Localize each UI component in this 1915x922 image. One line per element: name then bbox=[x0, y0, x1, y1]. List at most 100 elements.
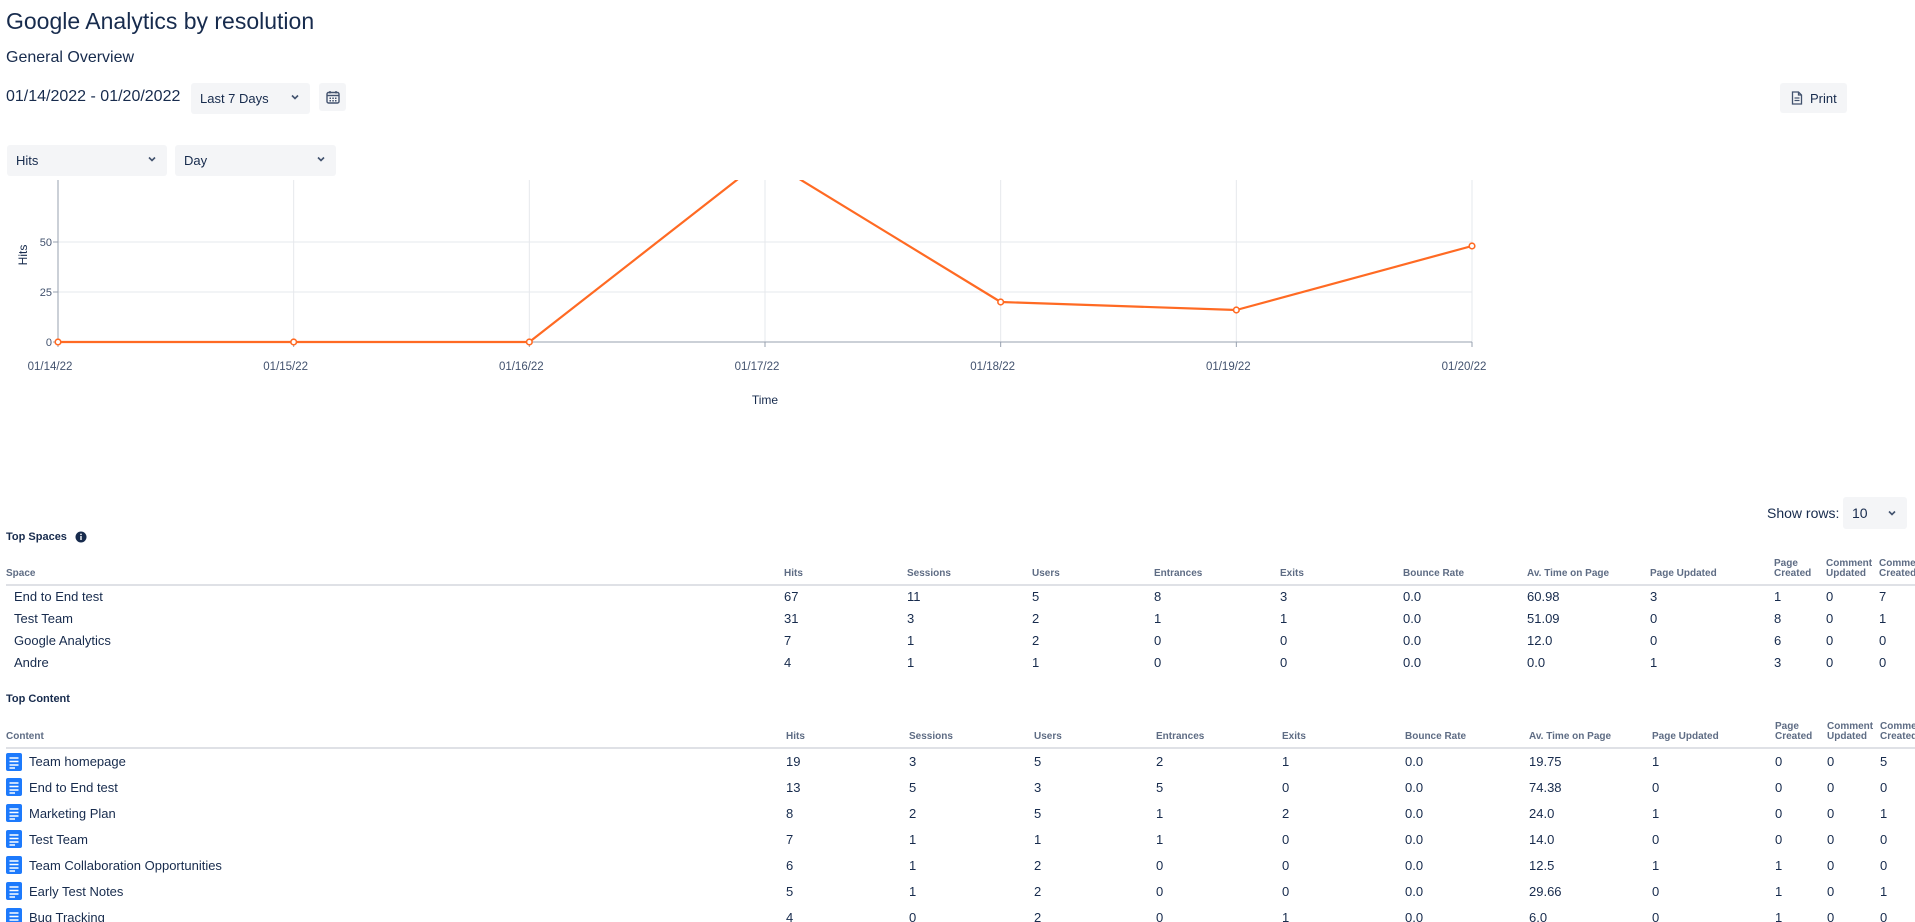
table-row[interactable]: End to End test 67 11 5 8 3 0.0 60.98 3 1 0 7 bbox=[6, 585, 1915, 607]
page-title: Google Analytics by resolution bbox=[6, 8, 315, 34]
value-cell: 1 bbox=[1280, 610, 1288, 626]
value-cell: 0 bbox=[1282, 831, 1290, 847]
table-row[interactable]: Team Collaboration Opportunities 6 1 2 0 0 0.0… bbox=[6, 852, 1915, 878]
column-header[interactable]: Entrances bbox=[1154, 559, 1280, 586]
x-tick-label: 01/18/22 bbox=[970, 361, 1015, 373]
value-cell: 0 bbox=[1775, 779, 1783, 795]
column-header[interactable]: Page Created bbox=[1775, 722, 1827, 749]
value-cell: 3 bbox=[1774, 654, 1782, 670]
page-link[interactable]: Team Collaboration Opportunities bbox=[29, 857, 222, 873]
column-header[interactable]: Content bbox=[6, 722, 786, 749]
metric-select-value: Hits bbox=[16, 153, 39, 168]
page-link[interactable]: Marketing Plan bbox=[29, 805, 116, 821]
page-icon bbox=[6, 908, 22, 922]
value-cell: 74.38 bbox=[1529, 779, 1562, 795]
table-row[interactable]: Team homepage 19 3 5 2 1 0.0 19.75 1 0 0 5 bbox=[6, 748, 1915, 774]
column-header[interactable]: Av. Time on Page bbox=[1527, 559, 1650, 586]
column-header[interactable]: Comment Created bbox=[1880, 722, 1915, 749]
value-cell: 5 bbox=[909, 779, 917, 795]
table-row[interactable]: End to End test 13 5 3 5 0 0.0 74.38 0 0 0 0 bbox=[6, 774, 1915, 800]
metric-select[interactable]: Hits bbox=[7, 145, 167, 176]
calendar-icon bbox=[325, 91, 340, 104]
page-link[interactable]: End to End test bbox=[29, 779, 118, 795]
value-cell: 5 bbox=[1034, 805, 1042, 821]
column-header[interactable]: Users bbox=[1034, 722, 1156, 749]
data-point bbox=[997, 298, 1005, 306]
value-cell: 0 bbox=[1652, 909, 1660, 922]
value-cell: 0.0 bbox=[1405, 857, 1424, 873]
value-cell: 4 bbox=[784, 654, 792, 670]
granularity-select-value: Day bbox=[184, 153, 208, 168]
value-cell: 0 bbox=[1282, 883, 1290, 899]
value-cell: 0.0 bbox=[1403, 610, 1422, 626]
value-cell: 1 bbox=[1156, 805, 1164, 821]
name-cell: End to End test bbox=[6, 774, 786, 800]
value-cell: 1 bbox=[1880, 805, 1888, 821]
x-tick-label: 01/19/22 bbox=[1206, 361, 1251, 373]
top-spaces-title: Top Spaces bbox=[6, 531, 87, 543]
column-header[interactable]: Comment Updated bbox=[1827, 722, 1880, 749]
value-cell: 0 bbox=[1880, 909, 1888, 922]
column-header[interactable]: Hits bbox=[786, 722, 909, 749]
print-button[interactable]: Print bbox=[1780, 83, 1847, 113]
x-tick-label: 01/16/22 bbox=[499, 361, 544, 373]
info-icon[interactable] bbox=[75, 531, 87, 543]
value-cell: 24.0 bbox=[1529, 805, 1555, 821]
column-header[interactable]: Users bbox=[1032, 559, 1154, 586]
calendar-button[interactable] bbox=[319, 83, 346, 111]
column-header[interactable]: Bounce Rate bbox=[1405, 722, 1529, 749]
table-row[interactable]: Marketing Plan 8 2 5 1 2 0.0 24.0 1 0 0 1 bbox=[6, 800, 1915, 826]
column-header[interactable]: Comment Updated bbox=[1826, 559, 1879, 586]
page-link[interactable]: Early Test Notes bbox=[29, 883, 124, 899]
chevron-down-icon bbox=[1888, 510, 1896, 516]
page-icon bbox=[6, 856, 22, 874]
page-link[interactable]: Test Team bbox=[29, 831, 89, 847]
page-link[interactable]: Team homepage bbox=[29, 754, 126, 769]
value-cell: 6 bbox=[1774, 632, 1782, 648]
value-cell: 3 bbox=[1034, 779, 1042, 795]
name-cell: End to End test bbox=[14, 589, 103, 604]
value-cell: 0 bbox=[1827, 754, 1835, 769]
value-cell: 7 bbox=[786, 831, 794, 847]
print-button-label: Print bbox=[1810, 90, 1837, 106]
value-cell: 0 bbox=[1280, 654, 1288, 670]
value-cell: 0.0 bbox=[1405, 805, 1424, 821]
column-header[interactable]: Exits bbox=[1282, 722, 1405, 749]
column-header[interactable]: Space bbox=[6, 559, 784, 586]
value-cell: 1 bbox=[1775, 883, 1783, 899]
value-cell: 0 bbox=[1282, 857, 1290, 873]
column-header[interactable]: Exits bbox=[1280, 559, 1403, 586]
column-header[interactable]: Comment Created bbox=[1879, 559, 1915, 586]
value-cell: 0 bbox=[1879, 632, 1887, 648]
column-header[interactable]: Sessions bbox=[909, 722, 1034, 749]
table-row[interactable]: Early Test Notes 5 1 2 0 0 0.0 29.66 0 1 0 1 bbox=[6, 878, 1915, 904]
column-header[interactable]: Av. Time on Page bbox=[1529, 722, 1652, 749]
granularity-select[interactable]: Day bbox=[175, 145, 336, 176]
table-row[interactable]: Test Team 7 1 1 1 0 0.0 14.0 0 0 0 0 bbox=[6, 826, 1915, 852]
value-cell: 13 bbox=[786, 779, 801, 795]
column-header[interactable]: Page Updated bbox=[1650, 559, 1774, 586]
value-cell: 19 bbox=[786, 754, 801, 769]
value-cell: 0 bbox=[1826, 654, 1834, 670]
show-rows-select[interactable]: 10 bbox=[1843, 497, 1907, 529]
value-cell: 1 bbox=[1775, 909, 1783, 922]
column-header[interactable]: Bounce Rate bbox=[1403, 559, 1527, 586]
table-row[interactable]: Andre 4 1 1 0 0 0.0 0.0 1 3 0 0 bbox=[6, 651, 1915, 673]
value-cell: 0 bbox=[1652, 883, 1660, 899]
column-header[interactable]: Page Created bbox=[1774, 559, 1826, 586]
value-cell: 1 bbox=[1154, 610, 1162, 626]
page-link[interactable]: Bug Tracking bbox=[29, 909, 105, 922]
column-header[interactable]: Page Updated bbox=[1652, 722, 1775, 749]
x-tick-label: 01/14/22 bbox=[28, 361, 73, 373]
column-header[interactable]: Entrances bbox=[1156, 722, 1282, 749]
period-select[interactable]: Last 7 Days bbox=[191, 83, 310, 114]
value-cell: 0 bbox=[1775, 754, 1783, 769]
y-tick-label: 0 bbox=[46, 337, 52, 349]
column-header[interactable]: Hits bbox=[784, 559, 907, 586]
table-row[interactable]: Test Team 31 3 2 1 1 0.0 51.09 0 8 0 1 bbox=[6, 607, 1915, 629]
column-header[interactable]: Sessions bbox=[907, 559, 1032, 586]
value-cell: 1 bbox=[909, 883, 917, 899]
value-cell: 1 bbox=[1034, 831, 1042, 847]
table-row[interactable]: Google Analytics 7 1 2 0 0 0.0 12.0 0 6 0 0 bbox=[6, 629, 1915, 651]
table-row[interactable]: Bug Tracking 4 0 2 0 1 0.0 6.0 0 1 0 0 bbox=[6, 904, 1915, 922]
